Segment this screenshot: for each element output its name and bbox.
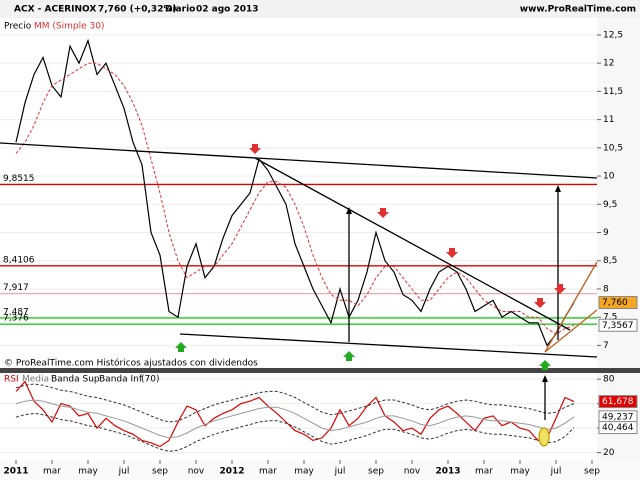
series-line — [15, 399, 575, 439]
value-label: 7,760 — [602, 298, 628, 308]
value-label: 40,464 — [602, 423, 634, 433]
y-tick-label: 8 — [603, 284, 609, 294]
x-tick-label: 2011 — [3, 467, 28, 477]
x-tick-label: jul — [118, 467, 130, 477]
legend-period: (70) — [141, 375, 159, 385]
trendline — [544, 309, 598, 353]
buy-arrow — [175, 342, 187, 352]
level-label: 9,8515 — [3, 174, 35, 184]
y-tick-label: 11,5 — [603, 87, 623, 97]
level-label: 7,917 — [3, 283, 29, 293]
x-tick-label: may — [294, 467, 314, 477]
value-label: 49,237 — [602, 412, 634, 422]
value-label: 61,678 — [602, 397, 634, 407]
series-line — [15, 383, 575, 423]
y-tick-label: 9,5 — [603, 200, 617, 210]
series-line — [15, 412, 575, 452]
y-tick-label: 8,5 — [603, 256, 617, 266]
value-label-box — [598, 318, 638, 332]
drawings — [0, 142, 598, 447]
buy-arrow — [539, 360, 551, 370]
legend-item: Banda Inf — [99, 375, 143, 385]
y-tick-label: 10 — [603, 172, 615, 182]
trendline — [0, 142, 598, 179]
y-tick-label: 80 — [603, 375, 615, 385]
legend-item: MM (Simple 30) — [34, 22, 104, 32]
y-tick-label: 10,5 — [603, 143, 623, 153]
y-tick-label: 9 — [603, 228, 609, 238]
last-price: 7,760 (+0,32%) — [98, 5, 177, 15]
y-tick-label: 11 — [603, 115, 614, 125]
arrow-head — [555, 185, 561, 192]
sell-arrow — [377, 208, 389, 218]
legend-item: Banda Sup — [51, 375, 100, 385]
x-tick-label: jul — [550, 467, 562, 477]
x-axis-band — [0, 460, 640, 480]
x-tick-label: mar — [475, 467, 493, 477]
trendline — [544, 261, 598, 353]
y-tick-label: 7,5 — [603, 313, 617, 323]
arrow-head — [542, 375, 548, 382]
source: www.ProRealTime.com — [520, 5, 636, 15]
sell-arrow — [446, 248, 458, 258]
trendline — [179, 333, 598, 358]
x-tick-label: nov — [188, 467, 205, 477]
series-line — [15, 38, 575, 347]
x-tick-label: 2013 — [435, 467, 460, 477]
header-bar — [0, 0, 640, 18]
chart-title: ACX - ACERINOX — [14, 5, 96, 15]
x-tick-label: sep — [368, 467, 384, 477]
series-line — [15, 380, 575, 448]
y-tick-label: 20 — [603, 448, 615, 458]
x-tick-label: sep — [584, 467, 600, 477]
value-label: 7,3567 — [602, 321, 634, 331]
trendline — [254, 157, 571, 331]
y-tick-label: 7 — [603, 341, 609, 351]
x-tick-label: sep — [152, 467, 168, 477]
date: 02 ago 2013 — [196, 5, 259, 15]
x-tick-label: may — [78, 467, 98, 477]
value-label-box — [598, 395, 638, 409]
level-label: 7,376 — [3, 314, 29, 324]
legend-item: Media — [22, 375, 49, 385]
level-label: 8,4106 — [3, 255, 35, 265]
series-line — [15, 62, 575, 335]
level-label: 7,487 — [3, 307, 29, 317]
panel-separator — [0, 368, 640, 373]
x-tick-label: nov — [404, 467, 421, 477]
arrow-head — [346, 207, 352, 214]
x-tick-label: may — [510, 467, 530, 477]
sell-arrow — [249, 144, 261, 154]
x-tick-label: 2012 — [219, 467, 244, 477]
x-tick-label: jul — [334, 467, 346, 477]
footnote: © ProRealTime.com Históricos ajustados c… — [4, 358, 258, 369]
x-tick-label: mar — [259, 467, 277, 477]
sell-arrow — [554, 284, 566, 294]
y-tick-label: 12,5 — [603, 30, 623, 40]
y-tick-label: 12 — [603, 59, 614, 69]
x-tick-label: mar — [43, 467, 61, 477]
legend-item: RSI — [4, 375, 19, 385]
sell-arrow — [534, 298, 546, 308]
value-label-box — [598, 296, 638, 310]
value-label-box — [598, 421, 638, 435]
highlight-ellipse — [538, 427, 550, 447]
buy-arrow — [343, 351, 355, 361]
period: Diario — [165, 5, 195, 15]
legend-item: Precio — [4, 22, 32, 32]
